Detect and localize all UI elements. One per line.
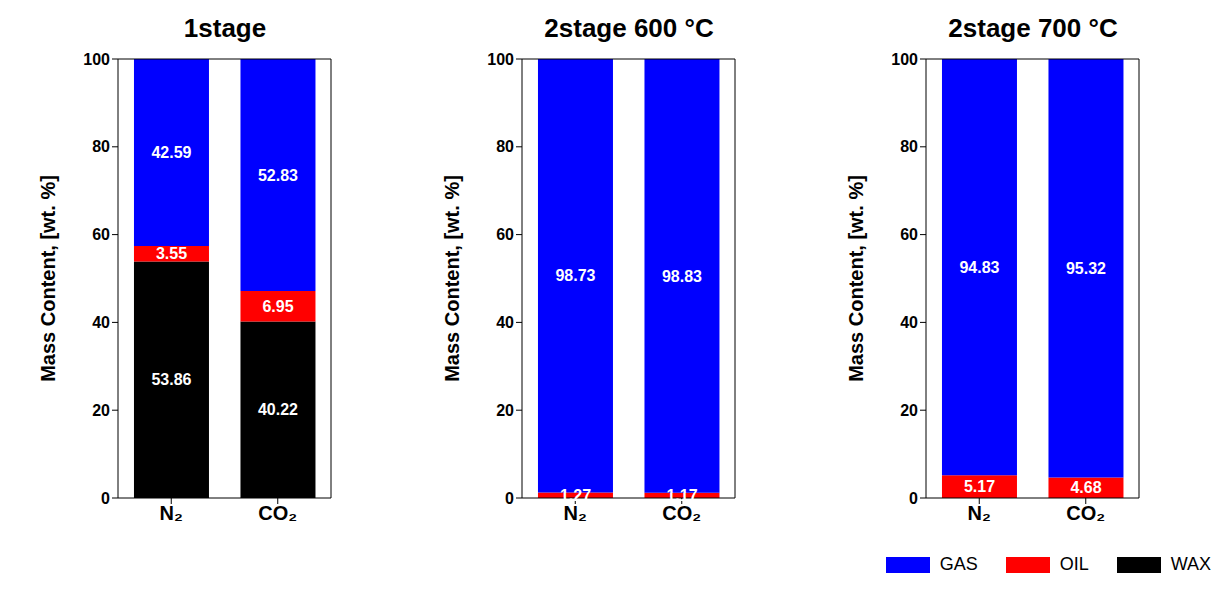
svg-text:52.83: 52.83 (258, 167, 298, 184)
svg-text:100: 100 (891, 51, 918, 68)
svg-text:5.17: 5.17 (964, 478, 995, 495)
html-text:2stage 700 °C: 2stage 700 °C (948, 13, 1118, 43)
svg-text:98.73: 98.73 (555, 267, 595, 284)
svg-text:60: 60 (496, 226, 514, 243)
svg-text:4.68: 4.68 (1070, 479, 1101, 496)
svg-text:3.55: 3.55 (156, 245, 187, 262)
svg-text:6.95: 6.95 (262, 298, 293, 315)
svg-text:0: 0 (505, 490, 514, 507)
svg-text:0: 0 (909, 490, 918, 507)
svg-text:53.86: 53.86 (151, 371, 191, 388)
svg-text:20: 20 (496, 402, 514, 419)
svg-text:20: 20 (900, 402, 918, 419)
svg-text:60: 60 (900, 226, 918, 243)
svg-text:95.32: 95.32 (1066, 260, 1106, 277)
svg-text:40: 40 (496, 314, 514, 331)
svg-text:40: 40 (900, 314, 918, 331)
svg-text:98.83: 98.83 (662, 268, 702, 285)
svg-text:CO₂: CO₂ (662, 502, 701, 524)
svg-text:N₂: N₂ (968, 502, 991, 524)
html-text:1stage: 1stage (183, 13, 267, 43)
html-text:OIL: OIL (1059, 554, 1089, 574)
svg-text:42.59: 42.59 (151, 144, 191, 161)
svg-text:100: 100 (487, 51, 514, 68)
svg-text:80: 80 (900, 138, 918, 155)
svg-text:40.22: 40.22 (258, 401, 298, 418)
svg-text:100: 100 (83, 51, 110, 68)
svg-text:94.83: 94.83 (959, 259, 999, 276)
html-text:2stage 600 °C: 2stage 600 °C (544, 13, 714, 43)
svg-text:20: 20 (92, 402, 110, 419)
html-text:WAX: WAX (1170, 554, 1211, 574)
svg-text:80: 80 (496, 138, 514, 155)
svg-text:1.17: 1.17 (666, 487, 697, 504)
svg-text:CO₂: CO₂ (1066, 502, 1105, 524)
svg-text:80: 80 (92, 138, 110, 155)
svg-text:0: 0 (101, 490, 110, 507)
svg-text:CO₂: CO₂ (258, 502, 297, 524)
html-text:GAS: GAS (939, 554, 978, 574)
svg-text:40: 40 (92, 314, 110, 331)
svg-text:N₂: N₂ (564, 502, 587, 524)
svg-text:Mass Content, [wt. %]: Mass Content, [wt. %] (37, 175, 59, 382)
svg-text:Mass Content, [wt. %]: Mass Content, [wt. %] (441, 175, 463, 382)
svg-text:Mass Content, [wt. %]: Mass Content, [wt. %] (845, 175, 867, 382)
svg-text:1.27: 1.27 (560, 487, 591, 504)
svg-text:60: 60 (92, 226, 110, 243)
svg-text:N₂: N₂ (160, 502, 183, 524)
